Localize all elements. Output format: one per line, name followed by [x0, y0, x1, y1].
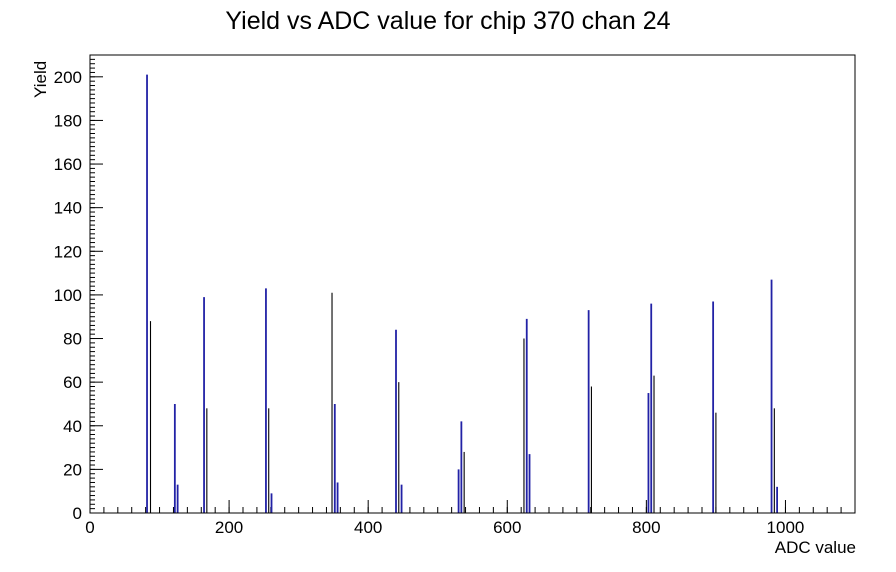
x-axis-title: ADC value — [774, 538, 856, 557]
y-tick-label: 180 — [54, 111, 82, 130]
x-tick-label: 0 — [85, 518, 94, 537]
y-tick-label: 200 — [54, 68, 82, 87]
frame-rect — [89, 54, 856, 514]
y-axis-title: Yield — [31, 60, 50, 98]
y-tick-label: 80 — [63, 330, 82, 349]
x-tick-label: 1000 — [767, 518, 805, 537]
x-tick-label: 600 — [493, 518, 521, 537]
axis-tick-labels: 0 200 400 600 800 1000 0 20 40 60 80 100 120 140 160 18… — [54, 68, 805, 537]
x-tick-label: 800 — [632, 518, 660, 537]
y-tick-label: 160 — [54, 155, 82, 174]
y-tick-label: 40 — [63, 417, 82, 436]
x-tick-label: 200 — [215, 518, 243, 537]
y-tick-label: 0 — [73, 504, 82, 523]
chart-title: Yield vs ADC value for chip 370 chan 24 — [225, 7, 671, 35]
y-tick-label: 60 — [63, 373, 82, 392]
histogram-spikes — [146, 74, 779, 513]
x-tick-label: 400 — [354, 518, 382, 537]
y-tick-label: 140 — [54, 199, 82, 218]
plot-frame — [89, 54, 856, 514]
y-tick-label: 120 — [54, 242, 82, 261]
axis-ticks — [89, 54, 856, 514]
y-tick-label: 100 — [54, 286, 82, 305]
y-tick-label: 20 — [63, 460, 82, 479]
